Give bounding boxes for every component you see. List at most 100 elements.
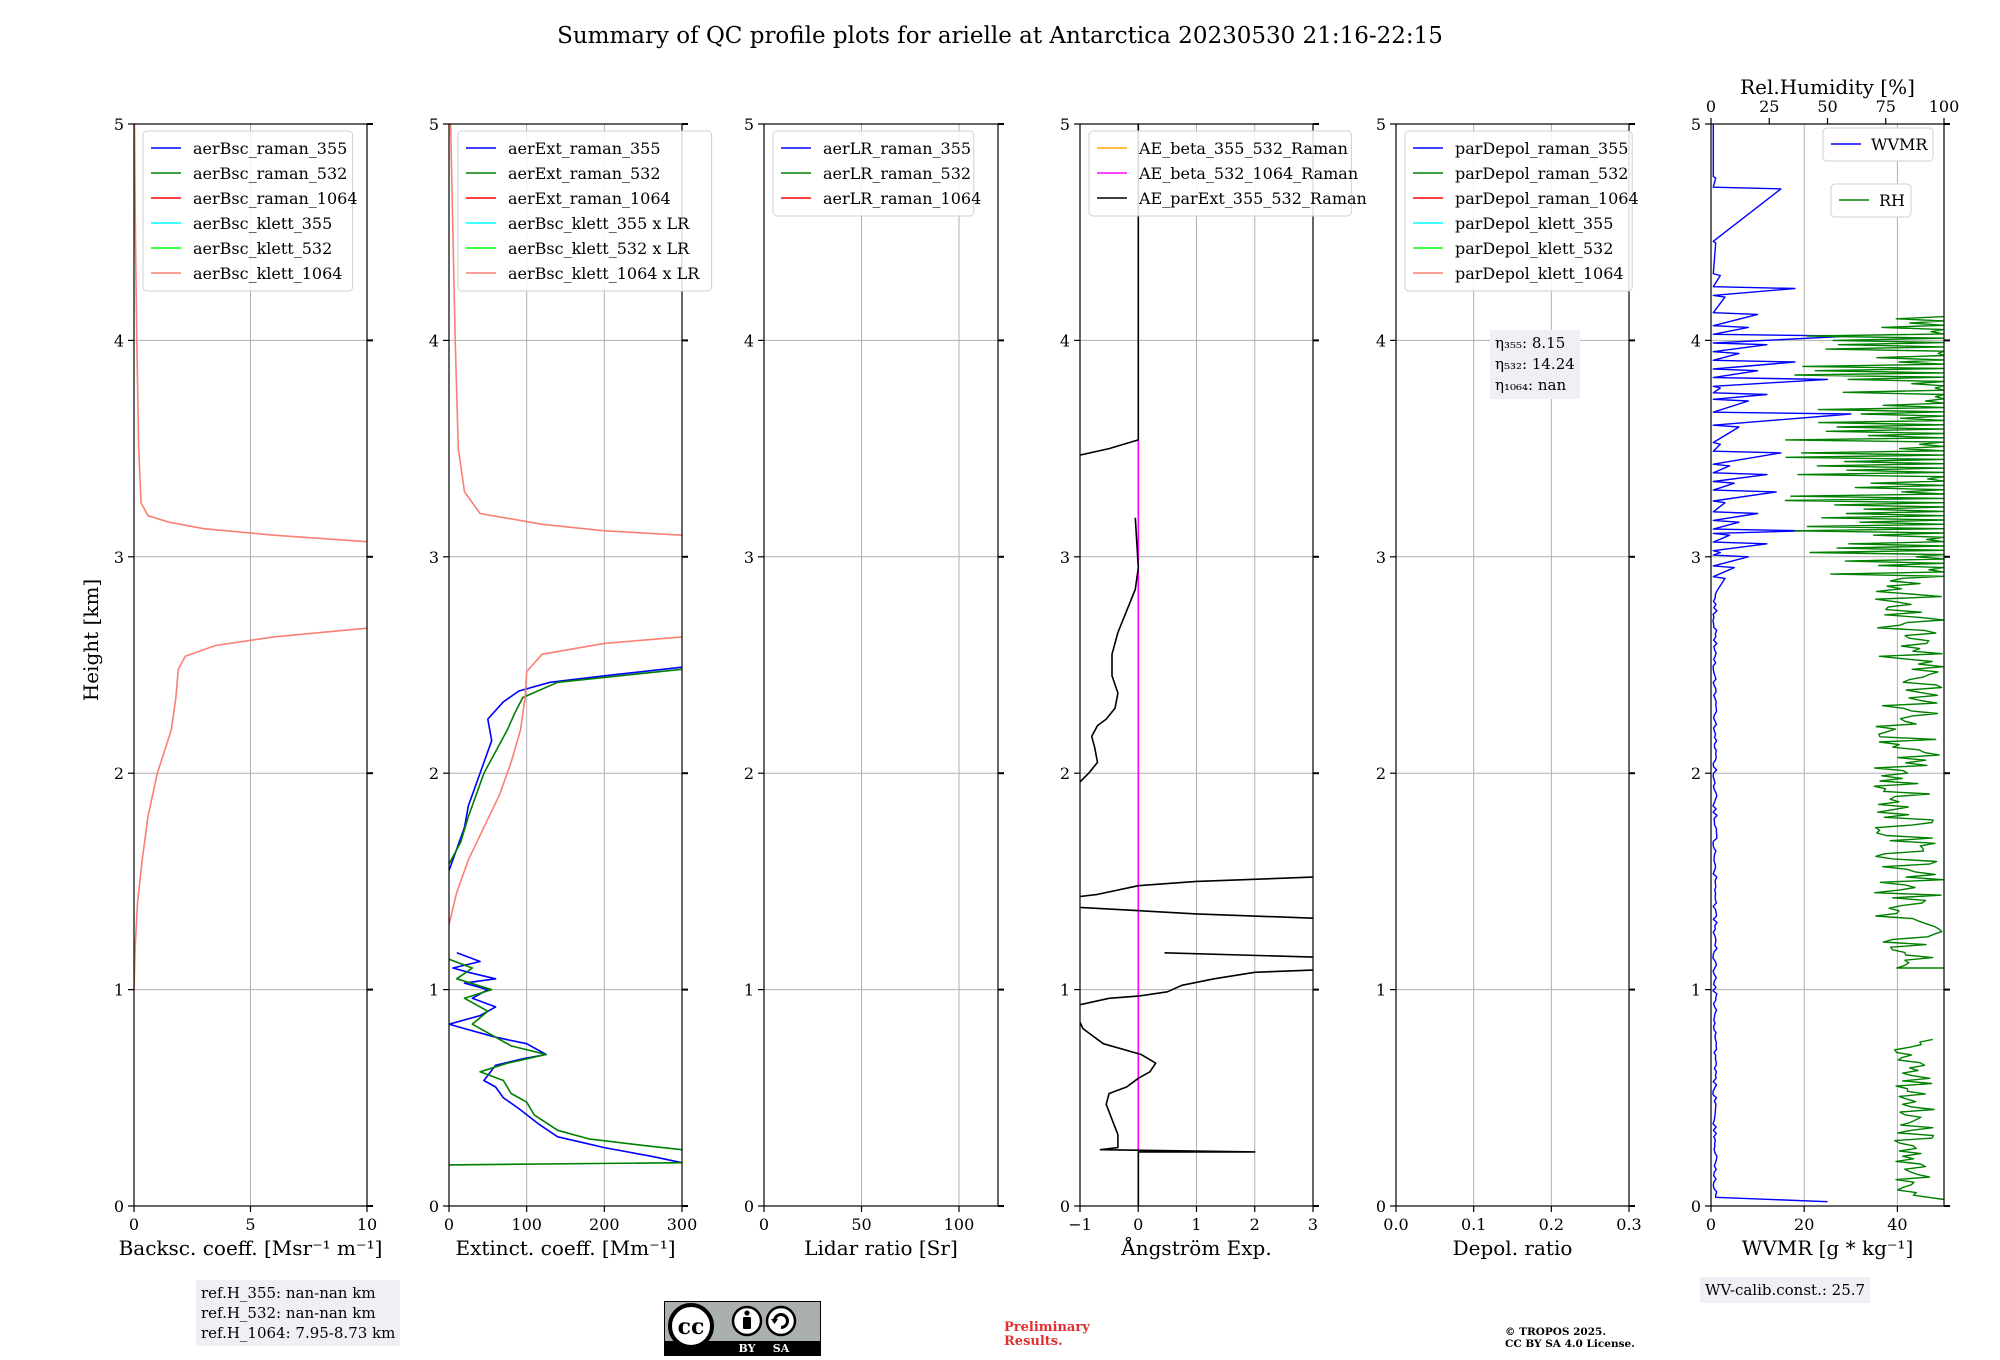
- wv-calibration-label: WV-calib.const.: 25.7: [1705, 1281, 1866, 1299]
- series-line-aerExt_raman_355: [449, 952, 682, 1164]
- legend-box: [1822, 127, 1934, 162]
- legend-box: [1088, 130, 1352, 217]
- legend-entry: aerBsc_klett_532: [193, 239, 332, 258]
- legend-entry: parDepol_klett_532: [1455, 239, 1613, 258]
- legend-box: [457, 130, 713, 292]
- y-tick-label: 3: [114, 548, 124, 567]
- legend-RH: RH: [1830, 183, 1912, 218]
- cc-logo-letters-icon: cc: [678, 1314, 705, 1340]
- top-x-tick-label: 75: [1876, 97, 1896, 116]
- series-line-aerBsc_klett_1064 x LR: [449, 636, 682, 925]
- refh-532-label: ref.H_532: nan-nan km: [201, 1304, 376, 1322]
- series-line-RH-low: [1894, 1038, 1944, 1201]
- legend: aerBsc_raman_355 aerBsc_raman_532 aerBsc_r…: [142, 130, 358, 292]
- legend-entry: AE_beta_355_532_Raman: [1138, 139, 1348, 158]
- x-tick-label: 1: [1191, 1215, 1201, 1234]
- series-line-aerBsc_klett_1064 x LR: [449, 124, 682, 536]
- refh-355-label: ref.H_355: nan-nan km: [201, 1284, 376, 1302]
- axes-frame: [1710, 123, 1945, 1207]
- attribution-body-icon: [743, 1317, 751, 1329]
- wv-calibration-box: WV-calib.const.: 25.7: [1700, 1277, 1871, 1303]
- reference-height-box: ref.H_355: nan-nan km ref.H_532: nan-nan…: [196, 1280, 401, 1346]
- x-tick-label: 40: [1887, 1215, 1907, 1234]
- series-line-AE_parExt_355_532_Raman: [1080, 969, 1313, 1006]
- legend-entry: aerBsc_klett_355: [193, 214, 332, 233]
- legend: aerLR_raman_355 aerLR_raman_532 aerLR_rama…: [772, 130, 981, 217]
- legend-entry: aerExt_raman_532: [508, 164, 661, 183]
- series-line-AE_parExt_355_532_Raman: [1080, 124, 1140, 456]
- legend-entry: parDepol_raman_1064: [1455, 189, 1639, 208]
- x-tick-label: 20: [1794, 1215, 1814, 1234]
- y-tick-label: 4: [1691, 331, 1701, 350]
- legend-entry: aerBsc_raman_532: [193, 164, 347, 183]
- x-axis-label: WVMR [g * kg⁻¹]: [1742, 1236, 1914, 1260]
- eta-355-label: η₃₅₅: 8.15: [1495, 334, 1566, 352]
- y-tick-label: 0: [114, 1197, 124, 1216]
- x-tick-label: 3: [1308, 1215, 1318, 1234]
- y-tick-label: 5: [744, 115, 754, 134]
- x-tick-label: 0: [1706, 1215, 1716, 1234]
- x-axis-label: Depol. ratio: [1453, 1236, 1573, 1260]
- x-tick-label: 0: [759, 1215, 769, 1234]
- figure-title: Summary of QC profile plots for arielle …: [557, 23, 1443, 49]
- legend: parDepol_raman_355 parDepol_raman_532 parD…: [1404, 130, 1639, 292]
- series-line-AE_parExt_355_532_Raman: [1080, 1021, 1256, 1206]
- y-tick-label: 1: [744, 981, 754, 1000]
- y-tick-label: 5: [429, 115, 439, 134]
- y-tick-label: 5: [1060, 115, 1070, 134]
- y-tick-label: 2: [114, 764, 124, 783]
- legend-entry: parDepol_klett_1064: [1455, 264, 1624, 283]
- x-tick-label: 100: [944, 1215, 975, 1234]
- y-tick-label: 1: [1376, 981, 1386, 1000]
- x-tick-label: 200: [589, 1215, 620, 1234]
- data-lines: [1080, 124, 1313, 1206]
- badge-sa-label: SA: [773, 1342, 790, 1355]
- series-line-AE_parExt_355_532_Raman: [1164, 952, 1313, 958]
- legend-entry: aerLR_raman_1064: [823, 189, 981, 208]
- y-tick-label: 3: [744, 548, 754, 567]
- data-lines: [449, 124, 682, 1166]
- axes-frame: [1395, 123, 1630, 1207]
- eta-box: η₃₅₅: 8.15 η₅₃₂: 14.24 η₁₀₆₄: nan: [1490, 330, 1580, 399]
- y-tick-label: 0: [1060, 1197, 1070, 1216]
- legend-entry: aerBsc_klett_532 x LR: [508, 239, 690, 258]
- series-line-WVMR: [1712, 124, 1852, 1203]
- x-tick-label: 0: [1133, 1215, 1143, 1234]
- x-axis-label: Ångström Exp.: [1120, 1235, 1271, 1260]
- y-tick-label: 3: [1060, 548, 1070, 567]
- legend-box: [772, 130, 975, 217]
- y-axis-label: Height [km]: [79, 579, 103, 701]
- legend-entry: WVMR: [1871, 135, 1928, 154]
- legend-box: [142, 130, 354, 292]
- y-tick-label: 4: [744, 331, 754, 350]
- y-tick-label: 5: [1376, 115, 1386, 134]
- y-tick-label: 3: [1376, 548, 1386, 567]
- x-tick-label: 0: [129, 1215, 139, 1234]
- top-x-tick-label: 25: [1759, 97, 1779, 116]
- x-tick-label: 2: [1250, 1215, 1260, 1234]
- badge-by-label: BY: [739, 1342, 756, 1355]
- x-tick-label: 5: [245, 1215, 255, 1234]
- x-tick-label: 50: [851, 1215, 871, 1234]
- x-axis-label: Extinct. coeff. [Mm⁻¹]: [455, 1236, 675, 1260]
- y-tick-label: 5: [1691, 115, 1701, 134]
- panel-wv: 0 20 40 0 1 2 3 4 5 WVMR [g * kg⁻¹] 0 25 50 75 100 Rel.…: [1691, 75, 1959, 1260]
- x-tick-label: 0.2: [1539, 1215, 1564, 1234]
- series-line-aerExt_raman_532: [449, 958, 682, 1151]
- legend: aerExt_raman_355 aerExt_raman_532 aerExt_r…: [457, 130, 713, 292]
- y-tick-label: 5: [114, 115, 124, 134]
- legend-entry: RH: [1879, 191, 1905, 210]
- y-tick-label: 1: [1691, 981, 1701, 1000]
- series-line-AE_parExt_355_532_Raman: [1080, 876, 1313, 898]
- legend-box: [1404, 130, 1633, 292]
- top-x-tick-label: 0: [1706, 97, 1716, 116]
- legend-entry: parDepol_raman_355: [1455, 139, 1628, 158]
- eta-532-label: η₅₃₂: 14.24: [1495, 355, 1575, 373]
- panel-depol: 0.0 0.1 0.2 0.3 0 1 2 3 4 5 Depol. ratio parDepol_r…: [1376, 115, 1642, 1260]
- y-tick-label: 3: [1691, 548, 1701, 567]
- series-line-aerBsc_klett_1064: [134, 124, 367, 543]
- share-alike-arrowhead-icon: [771, 1319, 778, 1324]
- series-line-RH: [1784, 315, 1944, 969]
